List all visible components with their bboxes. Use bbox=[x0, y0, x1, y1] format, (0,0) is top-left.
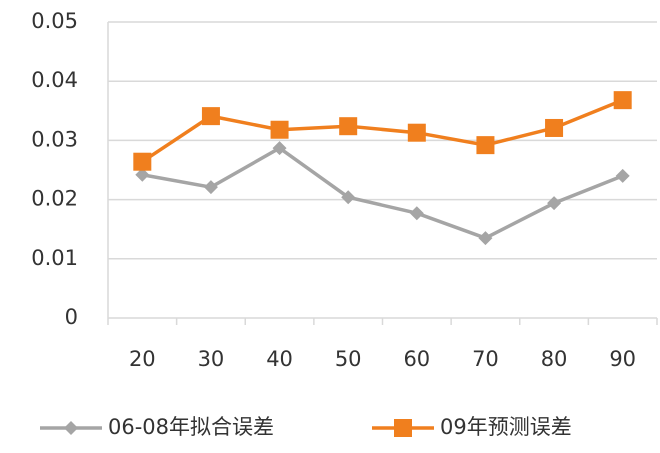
legend-label: 09年预测误差 bbox=[440, 415, 572, 439]
legend-label: 06-08年拟合误差 bbox=[108, 415, 274, 439]
point bbox=[407, 123, 426, 142]
x-tick-label: 50 bbox=[335, 347, 362, 371]
point bbox=[613, 91, 632, 110]
y-tick-label: 0.04 bbox=[31, 68, 78, 92]
x-tick-label: 70 bbox=[472, 347, 499, 371]
point bbox=[133, 152, 152, 171]
legend-marker bbox=[64, 421, 78, 435]
y-tick-label: 0.03 bbox=[31, 127, 78, 151]
point bbox=[476, 136, 495, 155]
x-tick-label: 80 bbox=[541, 347, 568, 371]
series-line bbox=[142, 146, 624, 240]
point bbox=[478, 231, 493, 246]
point bbox=[270, 120, 289, 139]
point bbox=[201, 107, 220, 126]
point bbox=[547, 196, 562, 211]
x-tick-label: 90 bbox=[609, 347, 636, 371]
point bbox=[203, 180, 218, 195]
point bbox=[272, 141, 287, 156]
series-line bbox=[141, 98, 624, 164]
point bbox=[615, 168, 630, 183]
point bbox=[135, 167, 150, 182]
y-tick-label: 0.02 bbox=[31, 187, 78, 211]
y-tick-label: 0.01 bbox=[31, 246, 78, 270]
x-tick-label: 60 bbox=[403, 347, 430, 371]
x-tick-label: 20 bbox=[129, 347, 156, 371]
point bbox=[409, 206, 424, 221]
x-tick-label: 30 bbox=[198, 347, 225, 371]
point bbox=[341, 190, 356, 205]
point bbox=[339, 117, 358, 136]
x-tick-label: 40 bbox=[266, 347, 293, 371]
y-tick-label: 0 bbox=[65, 305, 78, 329]
legend-marker bbox=[394, 419, 412, 437]
point bbox=[545, 118, 564, 137]
y-tick-label: 0.05 bbox=[31, 9, 78, 33]
